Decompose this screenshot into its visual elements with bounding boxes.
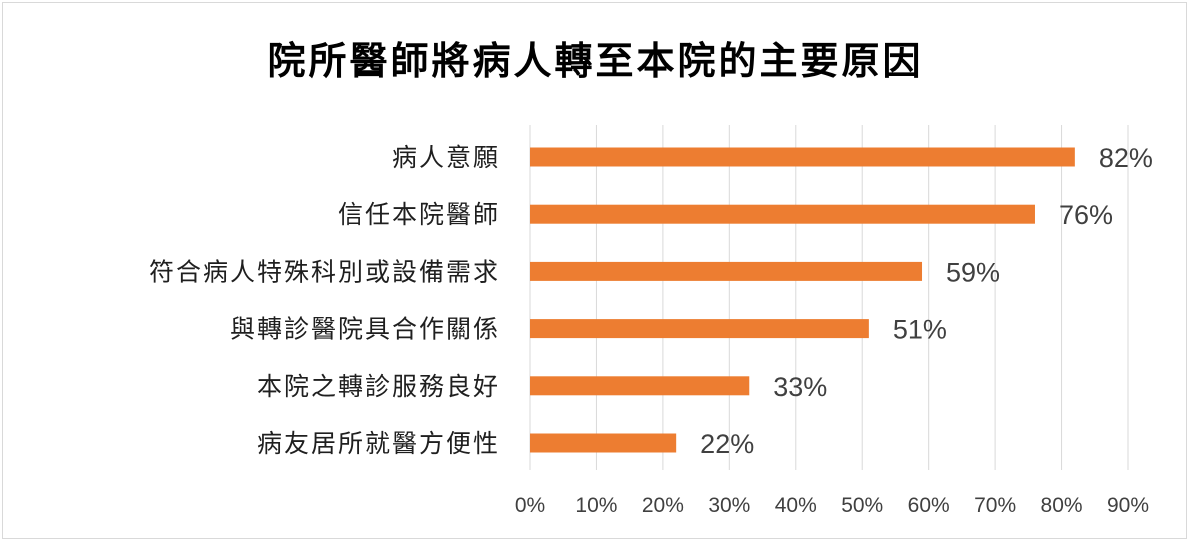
bar [530,261,923,281]
x-axis-tick-labels: 0% 10% 20% 30% 40% 50% 60% 70% 80% 90% [515,494,1149,517]
x-tick-label: 70% [974,494,1016,517]
value-labels: 82% 76% 59% 51% 33% 22% [700,143,1153,459]
x-tick-label: 90% [1107,494,1149,517]
category-label: 與轉診醫院具合作關係 [230,315,500,344]
x-tick-label: 50% [841,494,883,517]
x-tick-label: 30% [708,494,750,517]
bar [530,204,1035,224]
x-tick-label: 0% [515,494,545,517]
category-labels: 病人意願信任本院醫師符合病人特殊科別或設備需求與轉診醫院具合作關係本院之轉診服務… [149,143,500,458]
x-tick-label: 20% [642,494,684,517]
category-label: 符合病人特殊科別或設備需求 [149,257,500,286]
x-tick-label: 40% [775,494,817,517]
category-label: 病人意願 [392,143,500,172]
bar [530,433,677,453]
data-label: 33% [773,372,827,402]
data-label: 59% [946,257,1000,287]
bar [530,319,869,339]
category-label: 本院之轉診服務良好 [257,372,500,401]
category-label: 信任本院醫師 [338,200,500,229]
bar [530,376,750,396]
x-tick-label: 10% [575,494,617,517]
bar [530,147,1075,167]
data-label: 82% [1099,143,1153,173]
x-tick-label: 80% [1041,494,1083,517]
data-label: 76% [1059,200,1113,230]
bars [530,147,1075,453]
chart-title: 院所醫師將病人轉至本院的主要原因 [267,38,924,83]
data-label: 22% [700,429,754,459]
gridlines [529,125,1129,470]
category-label: 病友居所就醫方便性 [257,429,500,458]
x-tick-label: 60% [908,494,950,517]
data-label: 51% [893,315,947,345]
